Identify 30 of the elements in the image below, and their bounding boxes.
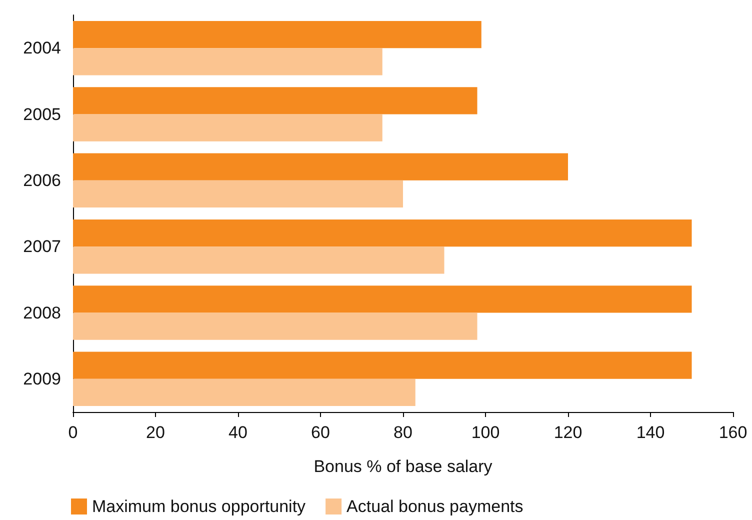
bar (73, 246, 444, 274)
bar (73, 153, 568, 180)
bar (73, 87, 478, 114)
x-tick-label: 20 (146, 423, 165, 442)
legend-label: Maximum bonus opportunity (92, 497, 306, 516)
x-tick-label: 40 (228, 423, 248, 442)
bar (73, 312, 478, 340)
bar (73, 48, 382, 76)
y-tick-label: 2009 (23, 369, 61, 388)
y-tick-label: 2008 (23, 303, 61, 322)
y-tick-label: 2006 (23, 170, 61, 190)
x-axis-title: Bonus % of base salary (314, 457, 493, 476)
x-tick-label: 160 (718, 423, 748, 442)
x-tick-label: 120 (554, 423, 582, 442)
bar (73, 180, 403, 208)
y-tick-label: 2007 (23, 237, 61, 256)
y-tick-label: 2004 (23, 38, 61, 58)
bar (73, 219, 692, 247)
bar (73, 378, 416, 406)
bar (73, 20, 482, 48)
bar (73, 286, 692, 313)
y-tick-label: 2005 (23, 104, 61, 124)
x-tick-label: 80 (394, 423, 412, 442)
x-tick-label: 60 (311, 423, 330, 442)
x-tick-label: 0 (68, 423, 78, 442)
x-tick-label: 100 (471, 423, 500, 442)
x-tick-label: 140 (636, 423, 665, 442)
legend-label: Actual bonus payments (346, 497, 524, 516)
bar (73, 114, 382, 142)
bar (73, 352, 692, 379)
